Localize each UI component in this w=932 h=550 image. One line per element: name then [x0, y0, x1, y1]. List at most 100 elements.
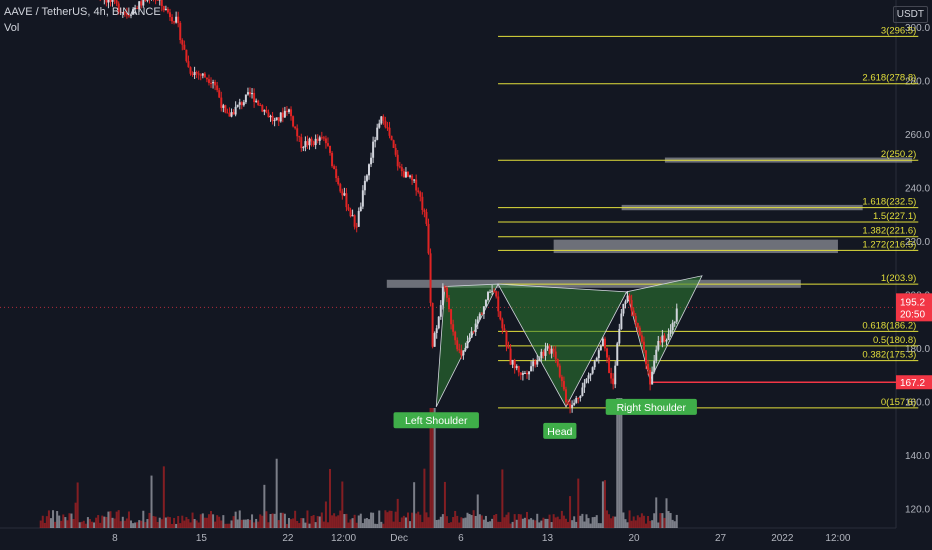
volume-bar: [392, 521, 395, 528]
volume-bar: [370, 512, 373, 528]
candle-body: [649, 369, 652, 385]
x-tick-label: Dec: [390, 533, 408, 544]
candle-body: [304, 141, 307, 148]
volume-bar: [224, 523, 227, 528]
volume-bar: [279, 512, 282, 528]
candle-body: [556, 359, 559, 366]
candle-body: [468, 337, 471, 342]
volume-bar: [642, 515, 645, 528]
volume-bar: [368, 519, 371, 528]
candle-body: [138, 1, 141, 9]
candle-body: [361, 190, 364, 207]
candle-body: [191, 73, 194, 76]
volume-bar: [610, 518, 613, 528]
candle-body: [634, 315, 637, 324]
candle-body: [626, 295, 629, 302]
volume-bar: [86, 517, 89, 528]
candle-body: [452, 324, 455, 332]
candle-body: [279, 112, 282, 122]
candle-body: [562, 381, 565, 390]
candle-body: [638, 327, 641, 336]
volume-bar: [277, 520, 280, 528]
x-tick-label: 6: [458, 533, 464, 544]
candle-body: [523, 372, 526, 374]
volume-bar: [322, 521, 325, 528]
hs-pattern-triangle[interactable]: [497, 283, 628, 408]
candle-body: [173, 21, 176, 23]
volume-bar: [88, 519, 91, 528]
volume-bar: [80, 521, 83, 528]
candle-body: [599, 345, 602, 351]
candle-body: [298, 136, 301, 138]
candle-body: [201, 73, 204, 76]
volume-bar: [179, 523, 182, 528]
candle-body: [640, 335, 643, 342]
volume-bar: [507, 512, 510, 528]
volume-bar: [216, 515, 219, 528]
candle-body: [312, 141, 315, 146]
volume-bar: [501, 469, 504, 528]
pattern-label-box[interactable]: [605, 398, 697, 415]
volume-bar: [82, 520, 85, 528]
candle-body: [251, 92, 254, 95]
y-tick-label: 300.0: [905, 23, 930, 34]
volume-bar: [404, 517, 407, 528]
volume-bar: [624, 519, 627, 528]
x-tick-label: 12:00: [331, 533, 356, 544]
candle-body: [567, 402, 570, 404]
candle-body: [503, 328, 506, 331]
volume-bar: [571, 520, 574, 528]
candle-body: [519, 372, 522, 375]
volume-bar: [351, 518, 354, 528]
volume-bar: [597, 523, 600, 528]
volume-bar: [134, 522, 137, 528]
candle-body: [335, 169, 338, 179]
volume-bar: [337, 515, 340, 528]
candle-body: [476, 319, 479, 324]
candle-body: [232, 112, 235, 115]
pattern-label-box[interactable]: [393, 412, 479, 429]
candle-body: [189, 67, 192, 74]
volume-bar: [64, 517, 67, 528]
volume-bar: [411, 512, 414, 528]
volume-bar: [253, 522, 256, 528]
volume-bar: [474, 515, 477, 528]
resistance-zone[interactable]: [553, 239, 838, 254]
candle-body: [546, 346, 549, 349]
volume-bar: [296, 520, 299, 528]
volume-bar: [573, 516, 576, 528]
candle-body: [277, 117, 280, 122]
candle-body: [370, 157, 373, 165]
volume-bar: [236, 519, 239, 528]
volume-bar: [466, 512, 469, 528]
currency-label[interactable]: USDT: [892, 6, 928, 23]
candle-body: [107, 0, 110, 3]
volume-bar: [203, 517, 206, 528]
volume-bar: [78, 522, 81, 528]
y-tick-label: 180.0: [905, 344, 930, 355]
candle-body: [177, 16, 180, 23]
volume-bar: [361, 523, 364, 528]
volume-bar: [207, 514, 210, 528]
pattern-label-box[interactable]: [543, 422, 577, 439]
volume-label: Vol: [4, 22, 20, 34]
volume-bar: [620, 398, 623, 528]
volume-bar: [530, 518, 533, 528]
volume-bar: [398, 521, 401, 528]
volume-bar: [218, 516, 221, 528]
fib-level-label: 1.5(227.1): [873, 211, 916, 222]
volume-bar: [107, 511, 110, 528]
candle-body: [345, 193, 348, 208]
volume-bar: [644, 523, 647, 528]
volume-bar: [380, 521, 383, 528]
volume-bar: [117, 510, 120, 528]
candle-body: [193, 72, 196, 76]
candle-body: [608, 357, 611, 373]
volume-bar: [665, 498, 668, 528]
candle-body: [659, 341, 662, 343]
volume-bar: [495, 513, 498, 528]
candle-body: [337, 178, 340, 185]
volume-bar: [251, 514, 254, 528]
candle-body: [653, 360, 656, 372]
